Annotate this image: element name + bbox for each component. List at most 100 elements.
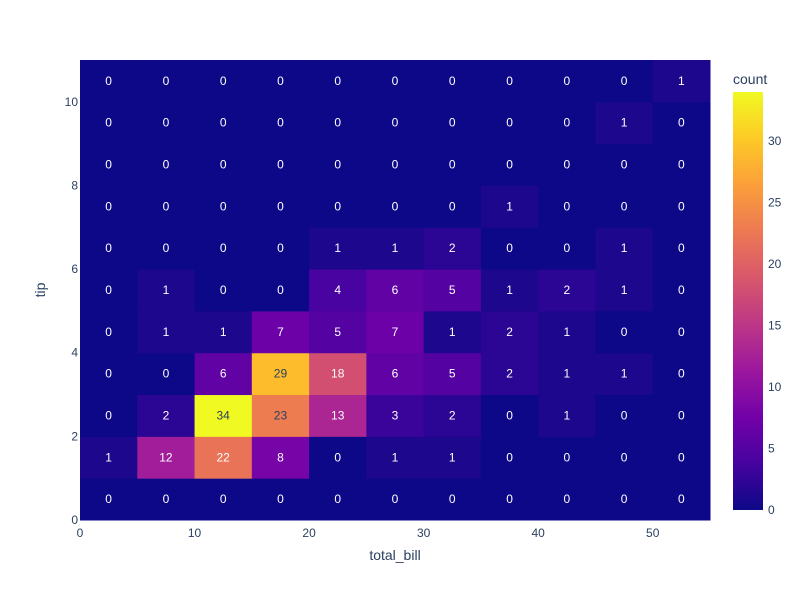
cell-value-label: 0 <box>220 74 227 88</box>
heatmap-cell <box>309 478 367 521</box>
heatmap-cell <box>423 143 482 186</box>
cell-value-label: 1 <box>506 199 513 213</box>
heatmap-cell <box>194 352 253 396</box>
heatmap-cell <box>652 269 711 312</box>
cell-value-label: 0 <box>392 74 399 88</box>
cell-value-label: 0 <box>506 74 513 88</box>
heatmap-cell <box>480 60 539 103</box>
colorbar-tick-label: 10 <box>768 380 782 394</box>
colorbar-ticks: 0 5 10 15 20 25 30 <box>768 134 782 517</box>
heatmap-cell <box>423 352 482 396</box>
cell-value-label: 0 <box>334 74 341 88</box>
cell-value-label: 0 <box>621 325 628 339</box>
heatmap-cell <box>309 352 367 396</box>
heatmap-cell <box>595 478 654 521</box>
cell-value-label: 0 <box>105 116 112 130</box>
cell-value-label: 0 <box>220 158 227 172</box>
cell-value-label: 12 <box>159 450 173 464</box>
heatmap-cell <box>480 227 539 270</box>
cell-value-label: 0 <box>277 283 284 297</box>
cell-value-label: 0 <box>220 492 227 506</box>
cell-value-label: 0 <box>277 492 284 506</box>
colorbar-tick-label: 25 <box>768 196 782 210</box>
heatmap-cell <box>538 269 596 312</box>
cell-value-label: 7 <box>392 325 399 339</box>
heatmap-cell <box>80 185 138 228</box>
heatmap-cell <box>652 60 711 103</box>
cell-value-label: 0 <box>277 241 284 255</box>
heatmap-cell <box>251 436 310 479</box>
cell-value-label: 8 <box>277 450 284 464</box>
cell-value-label: 0 <box>678 450 685 464</box>
heatmap-cell <box>194 478 253 521</box>
cell-value-label: 0 <box>621 492 628 506</box>
heatmap-cell <box>595 227 654 270</box>
heatmap-cell <box>309 101 367 145</box>
cell-value-label: 0 <box>220 199 227 213</box>
heatmap-cell <box>423 227 482 270</box>
heatmap-cell <box>538 310 596 354</box>
cell-value-label: 4 <box>334 283 341 297</box>
heatmap-cell <box>538 436 596 479</box>
cell-value-label: 2 <box>449 241 456 255</box>
cell-value-label: 0 <box>506 158 513 172</box>
cell-value-label: 3 <box>392 408 399 422</box>
heatmap-cell <box>595 436 654 479</box>
heatmap-cells <box>80 60 711 521</box>
cell-value-label: 0 <box>678 367 685 381</box>
cell-value-label: 1 <box>621 241 628 255</box>
x-tick-label: 20 <box>302 526 316 540</box>
heatmap-cell <box>137 436 196 479</box>
heatmap-cell <box>538 101 596 145</box>
heatmap-cell <box>423 101 482 145</box>
cell-value-label: 1 <box>621 116 628 130</box>
cell-value-label: 0 <box>621 450 628 464</box>
cell-value-label: 0 <box>678 158 685 172</box>
heatmap-cell <box>366 60 425 103</box>
heatmap-cell <box>366 310 425 354</box>
heatmap-cell <box>595 101 654 145</box>
colorbar-tick-label: 15 <box>768 319 782 333</box>
cell-value-label: 0 <box>563 450 570 464</box>
x-tick-label: 50 <box>646 526 660 540</box>
cell-value-label: 0 <box>163 158 170 172</box>
heatmap-cell <box>251 394 310 437</box>
heatmap-cell <box>194 60 253 103</box>
heatmap-cell <box>366 394 425 437</box>
heatmap-cell <box>652 352 711 396</box>
cell-value-label: 0 <box>506 116 513 130</box>
heatmap-cell <box>538 352 596 396</box>
cell-value-label: 0 <box>563 116 570 130</box>
heatmap-cell <box>251 143 310 186</box>
x-tick-label: 30 <box>417 526 431 540</box>
heatmap-cell <box>309 310 367 354</box>
cell-value-label: 5 <box>334 325 341 339</box>
heatmap-cell <box>80 101 138 145</box>
heatmap-cell <box>480 143 539 186</box>
x-axis-title: total_bill <box>369 547 420 563</box>
cell-value-label: 1 <box>392 450 399 464</box>
heatmap-cell <box>423 269 482 312</box>
heatmap-cell <box>366 269 425 312</box>
cell-value-label: 5 <box>449 367 456 381</box>
heatmap-cell <box>538 394 596 437</box>
heatmap-cell <box>423 185 482 228</box>
cell-value-label: 0 <box>449 492 456 506</box>
heatmap-cell <box>538 143 596 186</box>
cell-value-label: 0 <box>220 241 227 255</box>
cell-value-label: 1 <box>105 450 112 464</box>
cell-value-label: 1 <box>506 283 513 297</box>
cell-value-label: 7 <box>277 325 284 339</box>
heatmap-cell <box>652 227 711 270</box>
cell-value-label: 23 <box>274 408 288 422</box>
heatmap-cell <box>80 227 138 270</box>
heatmap-cell <box>595 394 654 437</box>
cell-value-label: 0 <box>678 283 685 297</box>
heatmap-cell <box>194 269 253 312</box>
cell-value-label: 0 <box>163 241 170 255</box>
heatmap-cell <box>423 394 482 437</box>
cell-value-label: 0 <box>506 241 513 255</box>
cell-value-label: 0 <box>563 158 570 172</box>
cell-value-label: 0 <box>392 492 399 506</box>
